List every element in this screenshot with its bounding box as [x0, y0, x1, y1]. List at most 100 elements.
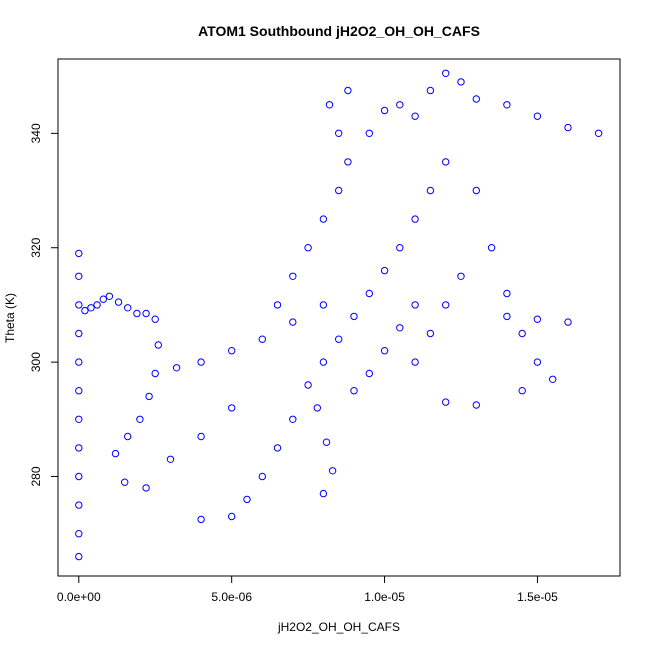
data-point — [319, 215, 328, 223]
data-point — [322, 438, 331, 446]
data-point — [396, 101, 404, 109]
data-point — [472, 95, 480, 103]
data-point — [319, 489, 328, 498]
data-point — [75, 387, 83, 395]
data-point — [564, 123, 572, 132]
data-point — [197, 358, 205, 366]
data-point — [124, 432, 132, 441]
data-point — [503, 101, 511, 109]
data-point — [564, 318, 572, 326]
y-tick-label: 320 — [29, 237, 43, 257]
data-point — [365, 369, 373, 378]
y-tick-label: 280 — [29, 466, 43, 486]
data-point — [93, 301, 101, 309]
data-point — [87, 304, 95, 312]
y-tick-label: 340 — [29, 123, 43, 143]
data-point — [335, 186, 343, 195]
plot-frame — [57, 58, 621, 577]
data-point — [145, 392, 153, 401]
data-point — [396, 244, 404, 252]
data-point — [75, 249, 83, 258]
x-tick-label: 0.0e+00 — [57, 590, 101, 604]
data-point — [344, 158, 352, 166]
data-point — [335, 335, 343, 343]
data-point — [503, 312, 511, 321]
data-point — [319, 358, 328, 366]
data-point — [304, 244, 312, 252]
data-point — [442, 69, 450, 78]
data-point — [154, 341, 163, 349]
data-point — [533, 358, 542, 366]
data-point — [442, 158, 450, 166]
data-point — [325, 101, 334, 109]
data-point — [114, 298, 123, 306]
data-point — [457, 78, 465, 86]
data-point — [99, 295, 108, 303]
data-point — [396, 324, 404, 332]
data-point — [533, 315, 542, 323]
data-point — [472, 401, 480, 409]
data-point — [136, 415, 144, 423]
data-point — [142, 484, 150, 492]
data-points — [75, 69, 603, 561]
data-point — [273, 444, 282, 452]
data-point — [75, 329, 83, 338]
data-point — [75, 301, 83, 309]
x-axis: 0.0e+00 5.0e-06 1.0e-05 1.5e-05 — [57, 576, 558, 604]
chart-title: ATOM1 Southbound jH2O2_OH_OH_CAFS — [198, 23, 480, 39]
data-point — [304, 381, 312, 389]
x-tick-label: 1.0e-05 — [364, 590, 405, 604]
data-point — [426, 329, 435, 338]
data-point — [75, 552, 83, 561]
data-point — [75, 272, 83, 280]
data-point — [151, 315, 159, 323]
data-point — [151, 369, 159, 378]
data-point — [365, 289, 373, 298]
data-point — [121, 478, 129, 486]
data-point — [380, 347, 389, 355]
data-point — [350, 312, 358, 321]
data-point — [411, 215, 419, 223]
data-point — [350, 387, 358, 395]
data-point — [472, 186, 480, 195]
data-point — [75, 472, 83, 481]
data-point — [258, 472, 266, 481]
data-point — [503, 289, 511, 298]
data-point — [273, 301, 282, 309]
data-point — [442, 301, 450, 309]
x-axis-label: jH2O2_OH_OH_CAFS — [277, 620, 400, 634]
data-point — [243, 495, 251, 504]
data-point — [442, 398, 450, 406]
data-point — [518, 329, 526, 338]
data-point — [75, 530, 83, 538]
data-point — [426, 186, 435, 195]
data-point — [111, 449, 120, 458]
data-point — [289, 318, 297, 326]
data-point — [75, 501, 83, 509]
y-tick-label: 300 — [29, 352, 43, 372]
data-point — [365, 129, 373, 138]
data-point — [313, 404, 321, 412]
data-point — [75, 444, 83, 452]
data-point — [319, 301, 328, 309]
data-point — [197, 515, 205, 524]
data-point — [411, 358, 419, 366]
data-point — [75, 358, 83, 366]
data-point — [518, 387, 526, 395]
data-point — [258, 335, 266, 343]
data-point — [487, 244, 496, 252]
data-point — [533, 112, 542, 120]
data-point — [166, 455, 175, 463]
data-point — [124, 304, 132, 312]
data-point — [380, 106, 389, 115]
y-axis: 280 300 320 340 — [29, 123, 58, 487]
x-tick-label: 1.5e-05 — [517, 590, 558, 604]
data-point — [328, 467, 337, 475]
x-tick-label: 5.0e-06 — [211, 590, 252, 604]
data-point — [172, 364, 181, 372]
data-point — [105, 292, 114, 300]
data-point — [411, 301, 419, 309]
data-point — [344, 86, 352, 95]
data-point — [411, 112, 419, 120]
